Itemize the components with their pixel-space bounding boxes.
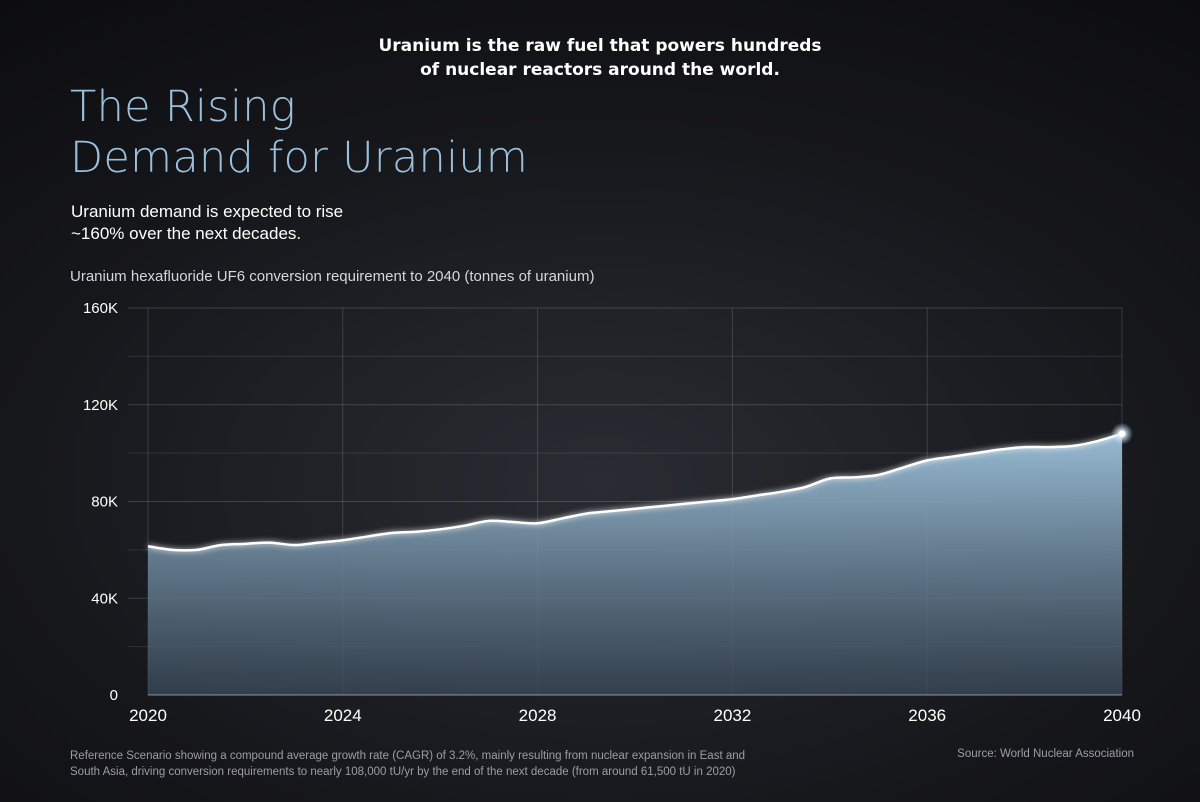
- page-title-line-1: The Rising: [70, 82, 296, 132]
- chart-line-layer: [147, 422, 1133, 552]
- y-tick-label: 80K: [91, 494, 118, 511]
- x-tick-label: 2028: [519, 706, 557, 725]
- x-tick-label: 2020: [129, 706, 167, 725]
- x-tick-label: 2032: [713, 706, 751, 725]
- end-point-marker: [1118, 430, 1126, 438]
- footnote-line-1: Reference Scenario showing a compound av…: [70, 750, 746, 762]
- y-tick-label: 160K: [83, 300, 118, 317]
- intro-line-1: Uranium is the raw fuel that powers hund…: [378, 36, 822, 56]
- source-note: Source: World Nuclear Association: [957, 748, 1134, 760]
- intro-line-2: of nuclear reactors around the world.: [420, 60, 780, 80]
- page-subtitle: Uranium demand is expected to rise ~160%…: [71, 201, 343, 245]
- chart-axes: 0 40K 80K 120K 160K 2020 2024 2028 2032 2036 2040: [83, 300, 1141, 725]
- footnote-line-2: South Asia, driving conversion requireme…: [70, 766, 736, 778]
- y-tick-label: 40K: [91, 590, 118, 607]
- chart-area-layer: [148, 433, 1122, 695]
- x-tick-label: 2040: [1103, 706, 1141, 725]
- page-subtitle-line-2: ~160% over the next decades.: [71, 224, 302, 243]
- demand-area: [148, 433, 1122, 695]
- page-title: The Rising Demand for Uranium: [70, 82, 528, 184]
- page-subtitle-line-1: Uranium demand is expected to rise: [71, 202, 344, 221]
- page-title-line-2: Demand for Uranium: [70, 133, 529, 183]
- y-tick-label: 120K: [83, 397, 118, 414]
- chart-caption: Uranium hexafluoride UF6 conversion requ…: [70, 268, 595, 285]
- x-tick-label: 2036: [908, 706, 946, 725]
- x-tick-label: 2024: [324, 706, 362, 725]
- intro-text: Uranium is the raw fuel that powers hund…: [0, 34, 1200, 82]
- y-tick-label: 0: [110, 687, 118, 704]
- footnote: Reference Scenario showing a compound av…: [70, 748, 790, 780]
- demand-line: [147, 432, 1123, 552]
